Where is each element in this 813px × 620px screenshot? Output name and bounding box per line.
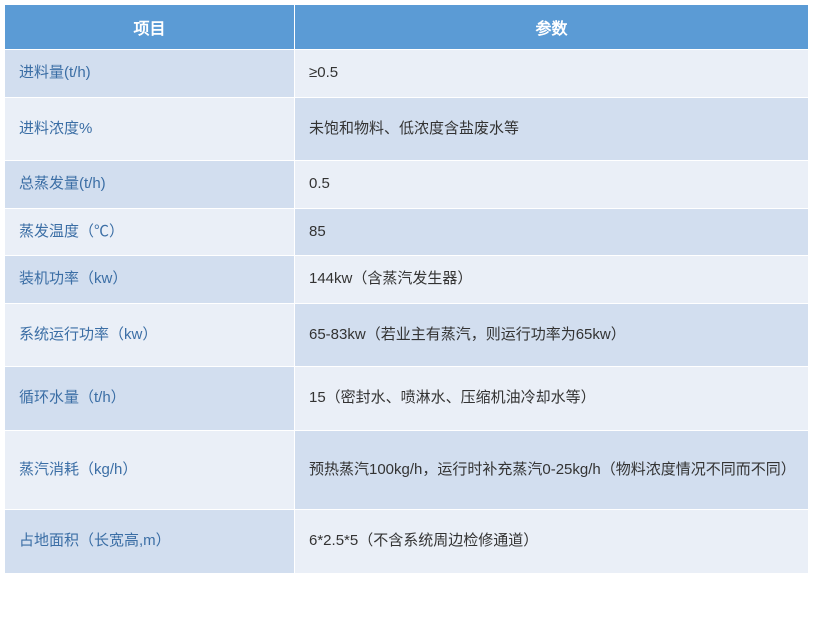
row-value: 0.5 bbox=[295, 161, 809, 209]
table-header-row: 项目 参数 bbox=[5, 5, 809, 50]
table-row: 循环水量（t/h） 15（密封水、喷淋水、压缩机油冷却水等） bbox=[5, 367, 809, 431]
row-value: 144kw（含蒸汽发生器） bbox=[295, 256, 809, 304]
row-value: 6*2.5*5（不含系统周边检修通道） bbox=[295, 510, 809, 574]
row-value: 85 bbox=[295, 208, 809, 256]
table-row: 蒸汽消耗（kg/h） 预热蒸汽100kg/h，运行时补充蒸汽0-25kg/h（物… bbox=[5, 430, 809, 510]
row-label: 蒸发温度（℃） bbox=[5, 208, 295, 256]
row-label: 蒸汽消耗（kg/h） bbox=[5, 430, 295, 510]
header-label: 项目 bbox=[5, 5, 295, 50]
row-label: 装机功率（kw） bbox=[5, 256, 295, 304]
table-row: 系统运行功率（kw） 65-83kw（若业主有蒸汽，则运行功率为65kw） bbox=[5, 303, 809, 367]
row-value: 预热蒸汽100kg/h，运行时补充蒸汽0-25kg/h（物料浓度情况不同而不同） bbox=[295, 430, 809, 510]
row-value: 15（密封水、喷淋水、压缩机油冷却水等） bbox=[295, 367, 809, 431]
spec-table: 项目 参数 进料量(t/h) ≥0.5 进料浓度% 未饱和物料、低浓度含盐废水等… bbox=[4, 4, 809, 574]
table-row: 进料浓度% 未饱和物料、低浓度含盐废水等 bbox=[5, 97, 809, 161]
row-label: 系统运行功率（kw） bbox=[5, 303, 295, 367]
spec-table-container: 项目 参数 进料量(t/h) ≥0.5 进料浓度% 未饱和物料、低浓度含盐废水等… bbox=[4, 4, 809, 574]
table-row: 总蒸发量(t/h) 0.5 bbox=[5, 161, 809, 209]
row-value: 未饱和物料、低浓度含盐废水等 bbox=[295, 97, 809, 161]
table-row: 占地面积（长宽高,m） 6*2.5*5（不含系统周边检修通道） bbox=[5, 510, 809, 574]
row-value: 65-83kw（若业主有蒸汽，则运行功率为65kw） bbox=[295, 303, 809, 367]
table-row: 蒸发温度（℃） 85 bbox=[5, 208, 809, 256]
row-value: ≥0.5 bbox=[295, 50, 809, 98]
table-row: 进料量(t/h) ≥0.5 bbox=[5, 50, 809, 98]
row-label: 循环水量（t/h） bbox=[5, 367, 295, 431]
row-label: 占地面积（长宽高,m） bbox=[5, 510, 295, 574]
row-label: 总蒸发量(t/h) bbox=[5, 161, 295, 209]
table-row: 装机功率（kw） 144kw（含蒸汽发生器） bbox=[5, 256, 809, 304]
row-label: 进料浓度% bbox=[5, 97, 295, 161]
row-label: 进料量(t/h) bbox=[5, 50, 295, 98]
header-value: 参数 bbox=[295, 5, 809, 50]
